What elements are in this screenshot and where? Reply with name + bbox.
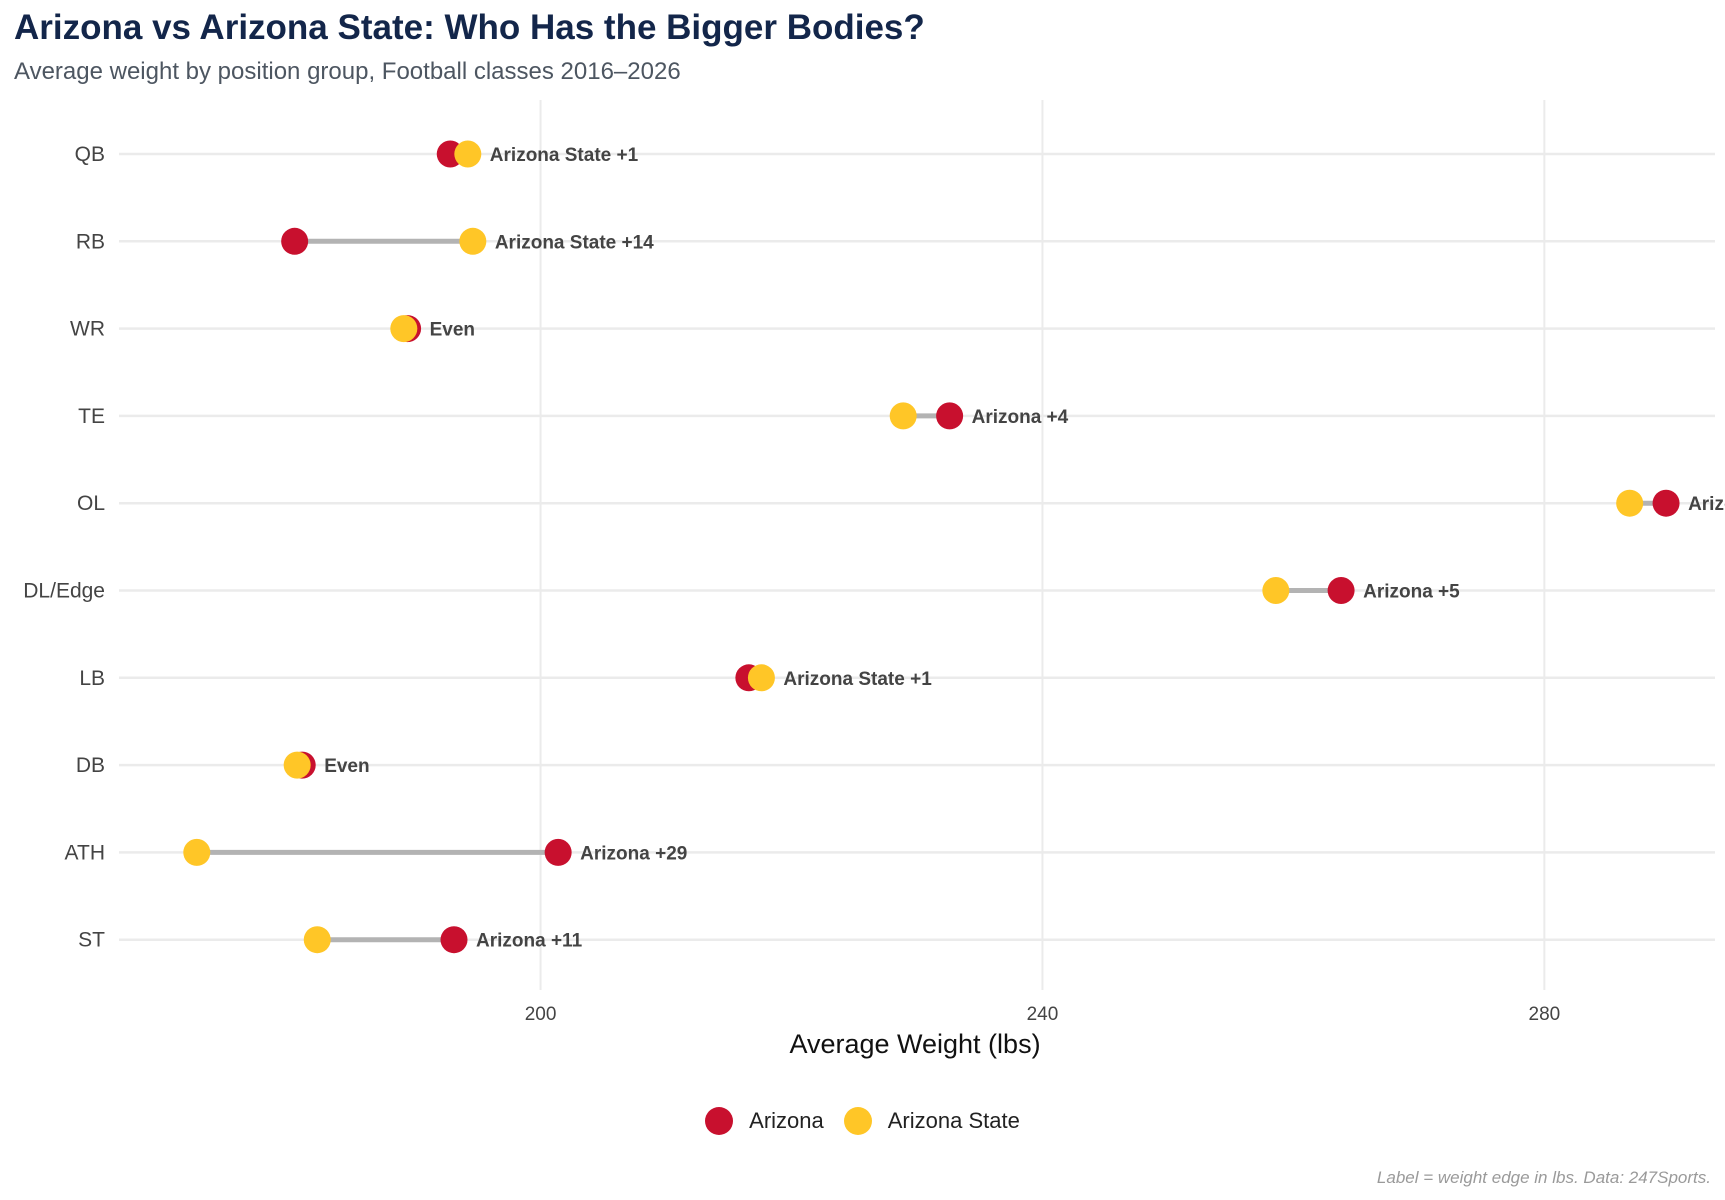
edge-label-db: Even xyxy=(324,756,369,777)
x-axis-title: Average Weight (lbs) xyxy=(789,1029,1040,1059)
y-tick-label-qb: QB xyxy=(75,143,105,166)
point-arizona-ath xyxy=(544,838,572,866)
edge-label-te: Arizona +4 xyxy=(972,407,1069,428)
point-arizona-state-te xyxy=(889,402,917,430)
x-tick-label-240: 240 xyxy=(1027,1004,1059,1025)
chart-subtitle: Average weight by position group, Footba… xyxy=(14,58,681,85)
legend-item-arizona: Arizona xyxy=(705,1107,824,1135)
label-layer: Arizona State +1 Arizona State +14 Even Ari… xyxy=(324,145,1725,952)
point-arizona-st xyxy=(440,926,468,954)
legend-item-arizona-state: Arizona State xyxy=(843,1107,1020,1135)
edge-label-st: Arizona +11 xyxy=(476,931,583,952)
point-arizona-te xyxy=(936,402,964,430)
legend-label-arizona: Arizona xyxy=(749,1108,824,1133)
x-tick-label-280: 280 xyxy=(1529,1004,1561,1025)
point-arizona-ol xyxy=(1652,489,1680,517)
y-tick-label-ol: OL xyxy=(77,492,105,515)
y-tick-label-db: DB xyxy=(76,754,105,777)
legend-label-arizona-state: Arizona State xyxy=(887,1108,1020,1133)
y-tick-label-rb: RB xyxy=(76,230,105,253)
legend-swatch-arizona-state xyxy=(843,1107,872,1135)
point-arizona-state-ol xyxy=(1616,489,1644,517)
point-arizona-state-wr xyxy=(390,315,418,343)
chart-caption: Label = weight edge in lbs. Data: 247Spo… xyxy=(1376,1168,1711,1187)
point-arizona-state-db xyxy=(283,751,311,779)
y-tick-label-dl-edge: DL/Edge xyxy=(23,580,105,603)
point-layer xyxy=(183,140,1680,954)
point-arizona-state-st xyxy=(303,926,331,954)
point-arizona-state-lb xyxy=(747,664,775,692)
axis-layer: 200 240 280 QB RB WR TE OL DL/Edge LB DB ATH ST xyxy=(23,143,1560,1025)
grid-layer xyxy=(119,100,1715,990)
point-arizona-rb xyxy=(281,227,309,255)
legend: Arizona Arizona State xyxy=(0,1107,1725,1135)
edge-label-rb: Arizona State +14 xyxy=(495,232,654,253)
point-arizona-state-qb xyxy=(454,140,482,168)
y-tick-label-ath: ATH xyxy=(65,841,105,864)
y-tick-label-te: TE xyxy=(78,405,105,428)
chart-title: Arizona vs Arizona State: Who Has the Bi… xyxy=(14,8,925,47)
edge-label-ol: Arizona +3 xyxy=(1688,494,1725,515)
edge-label-ath: Arizona +29 xyxy=(580,843,687,864)
point-arizona-dl-edge xyxy=(1327,577,1355,604)
edge-label-dl-edge: Arizona +5 xyxy=(1363,582,1460,603)
legend-swatch-arizona xyxy=(705,1107,734,1135)
y-tick-label-st: ST xyxy=(78,929,105,952)
point-arizona-state-ath xyxy=(183,838,211,866)
segment-layer xyxy=(196,151,1667,943)
point-arizona-state-dl-edge xyxy=(1262,577,1290,604)
y-tick-label-wr: WR xyxy=(70,318,105,341)
x-tick-label-200: 200 xyxy=(525,1004,557,1025)
point-arizona-state-rb xyxy=(459,227,487,255)
edge-label-lb: Arizona State +1 xyxy=(783,669,932,690)
edge-label-wr: Even xyxy=(430,320,475,341)
edge-label-qb: Arizona State +1 xyxy=(490,145,639,166)
y-tick-label-lb: LB xyxy=(79,667,105,690)
